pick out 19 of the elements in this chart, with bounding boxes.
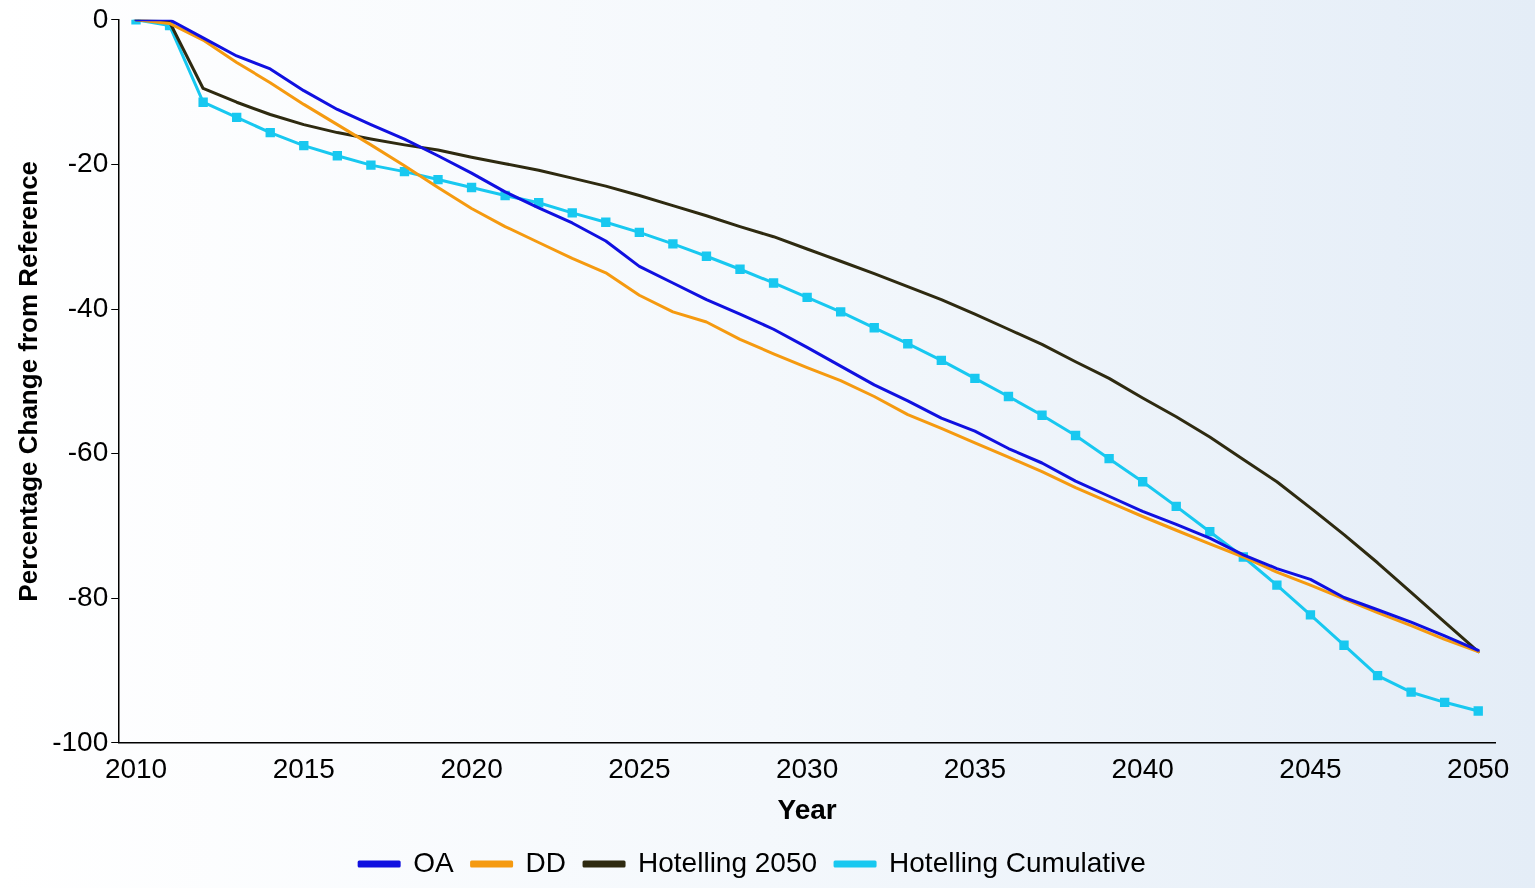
x-tick-label: 2035 (943, 753, 1007, 785)
x-tick-label: 2020 (440, 753, 503, 785)
x-tick-label: 2025 (608, 753, 671, 785)
legend-label: DD (525, 846, 567, 878)
x-tick-label: 2030 (775, 753, 839, 785)
y-axis-title: Percentage Change from Reference (12, 160, 43, 602)
y-tick-label: -60 (67, 436, 109, 468)
y-tick-label: -40 (67, 291, 109, 323)
x-axis-title: Year (777, 793, 837, 825)
y-tick-label: 0 (92, 2, 109, 34)
x-tick-label: 2015 (272, 753, 335, 785)
legend-label: Hotelling Cumulative (889, 846, 1146, 878)
y-tick-label: -80 (67, 580, 109, 612)
legend-label: Hotelling 2050 (638, 846, 818, 878)
x-tick-label: 2040 (1111, 753, 1174, 785)
legend-label: OA (413, 846, 454, 878)
x-tick-label: 2050 (1447, 753, 1510, 785)
x-tick-label: 2045 (1279, 753, 1342, 785)
y-tick-label: -20 (67, 147, 109, 179)
